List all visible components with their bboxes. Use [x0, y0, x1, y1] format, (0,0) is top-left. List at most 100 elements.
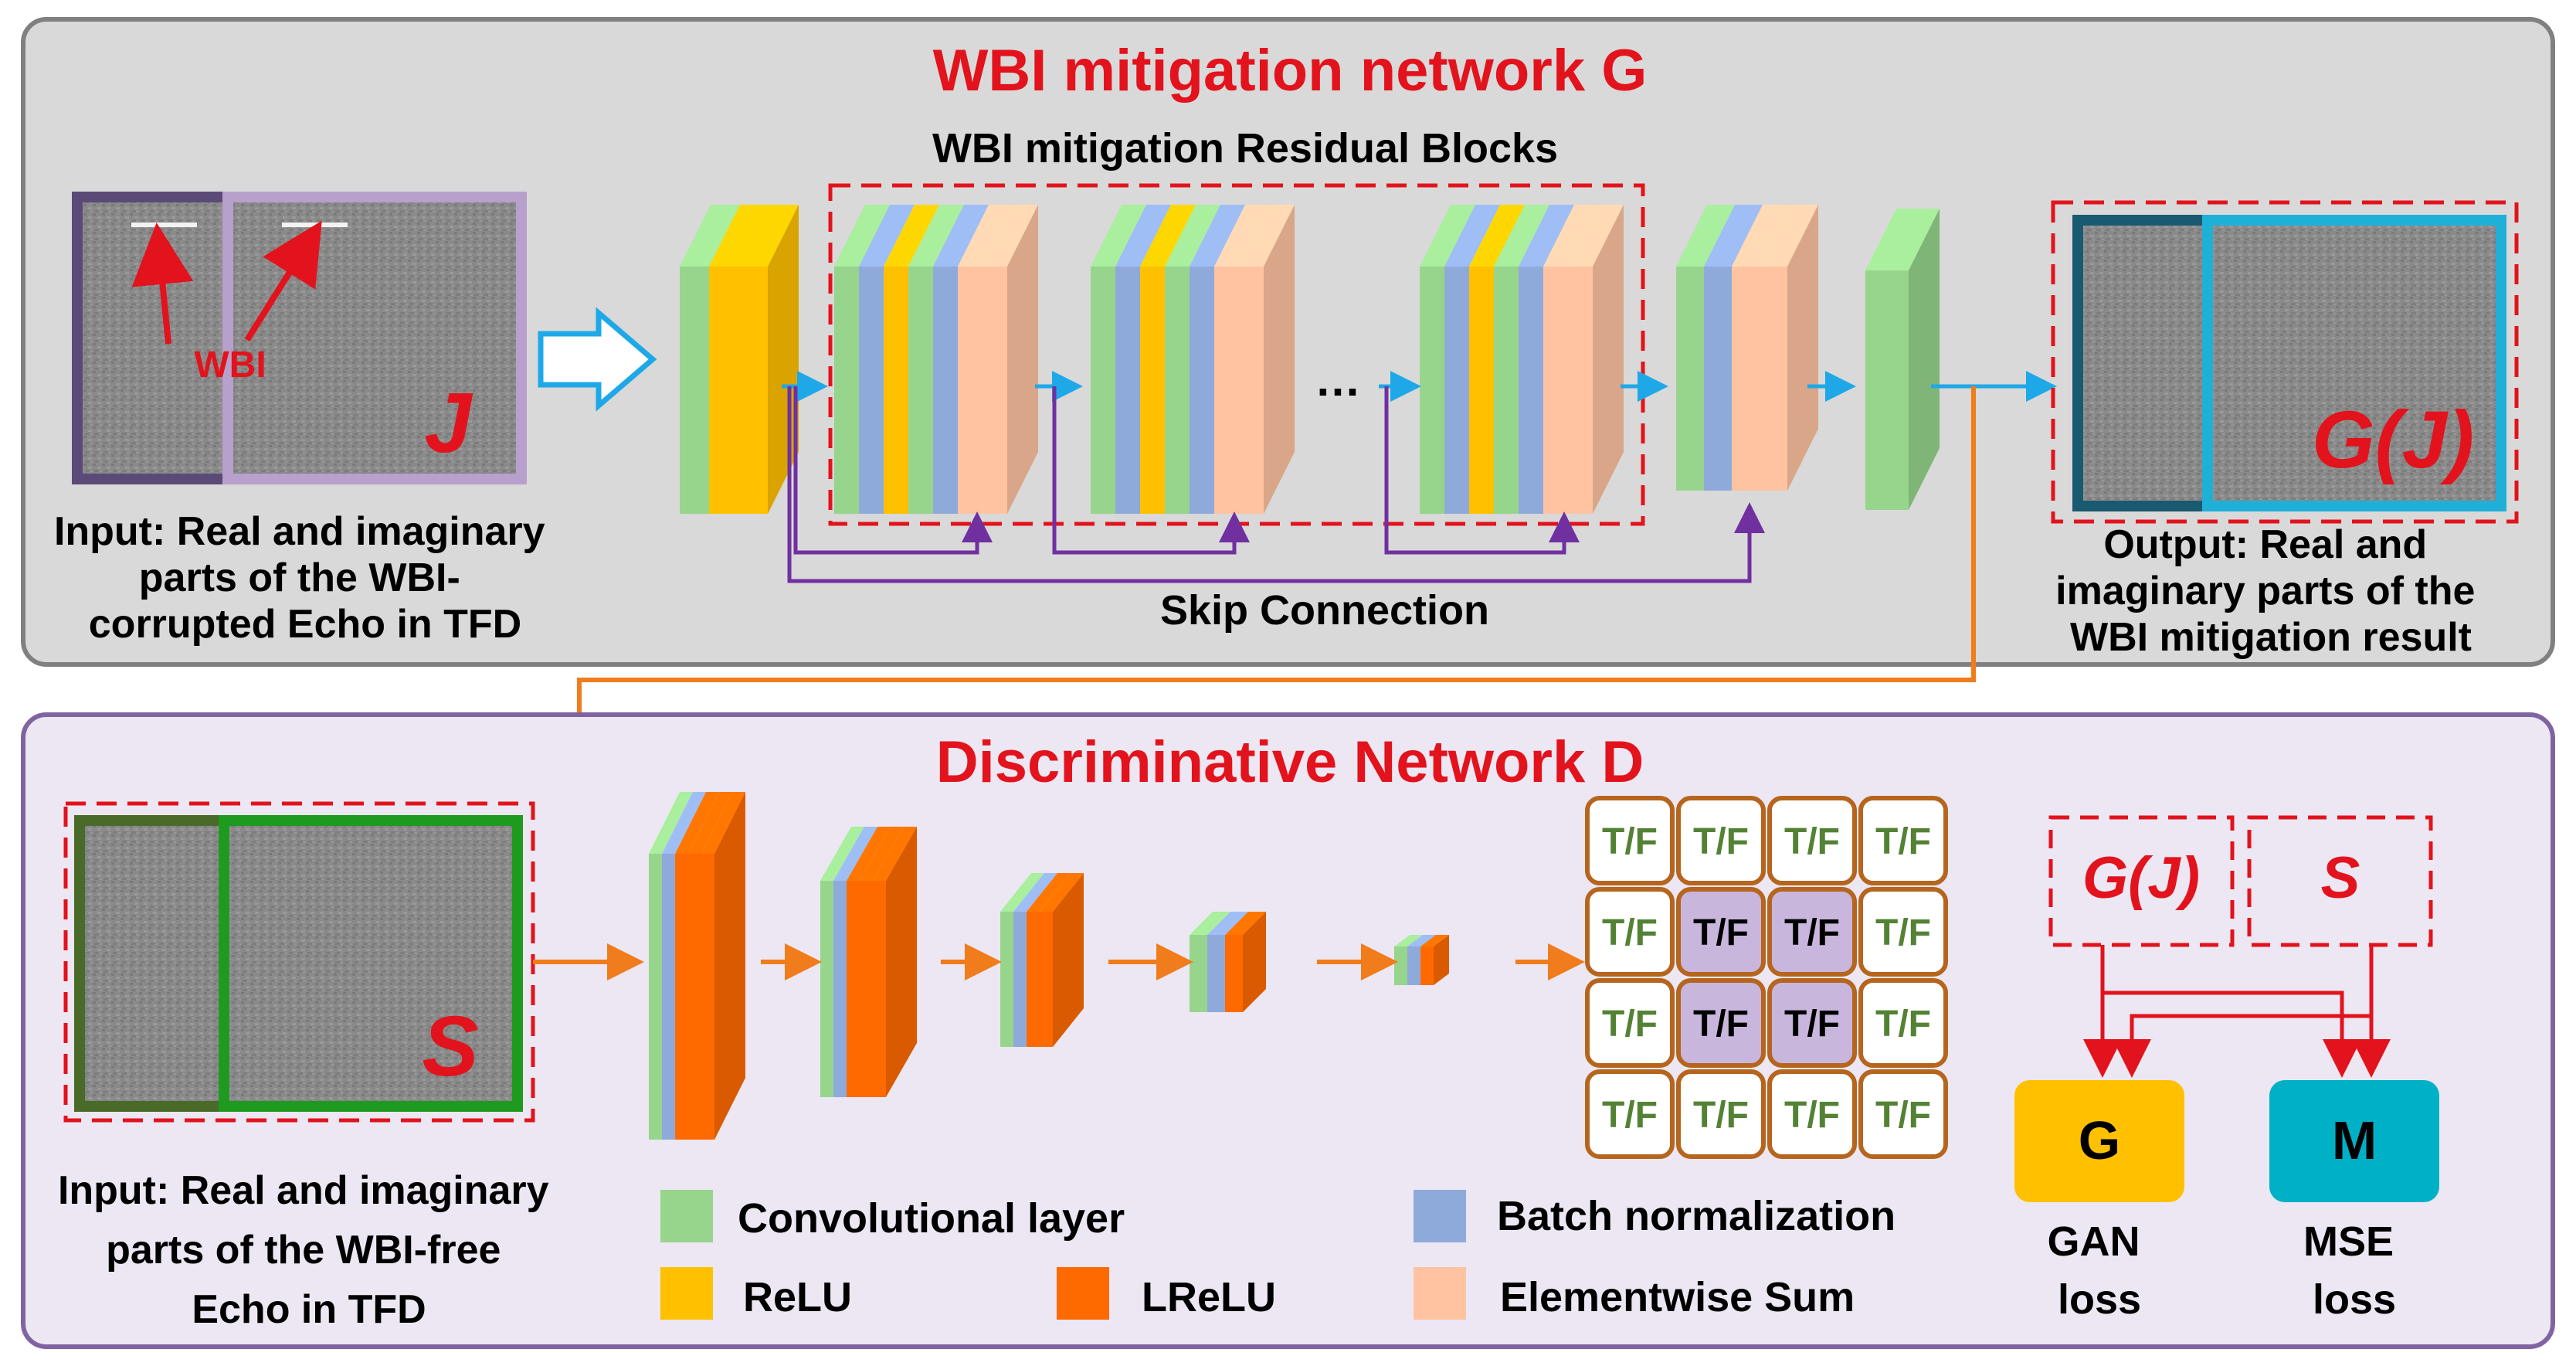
- legend-lrelu-swatch: [1057, 1267, 1109, 1320]
- mse-loss-letter: M: [2332, 1110, 2377, 1171]
- tf-label: T/F: [1875, 821, 1931, 862]
- res-block-1-bn-slab: [933, 205, 989, 514]
- output-gj-image: [2072, 215, 2506, 511]
- loss-gj-label: G(J): [2082, 845, 2200, 911]
- legend-sum-swatch: [1414, 1267, 1466, 1320]
- tf-cell: T/F: [1676, 978, 1766, 1068]
- loss-s-label: S: [2321, 845, 2360, 911]
- input-s-caption: Input: Real and imaginary parts of the W…: [58, 1168, 560, 1332]
- res-block-2-sum-slab: [1239, 205, 1295, 514]
- tf-label: T/F: [1602, 1095, 1658, 1136]
- disc-stack-4-conv-slab: [1190, 912, 1230, 1012]
- residual-blocks-title: WBI mitigation Residual Blocks: [932, 125, 1558, 172]
- tf-cell: T/F: [1767, 796, 1857, 885]
- tf-label: T/F: [1875, 1004, 1931, 1045]
- input-s-symbol: S: [422, 999, 478, 1094]
- tf-label: T/F: [1693, 1004, 1749, 1045]
- res-block-2-bn-slab: [1115, 205, 1171, 514]
- loss-connectors: [2083, 945, 2391, 1078]
- res-block-n-relu-slab: [1469, 205, 1525, 514]
- disc-stack-3-lrelu-slab: [1027, 873, 1071, 1047]
- mse-loss-caption: MSE loss: [2303, 1218, 2405, 1323]
- res-block-2-relu-slab: [1140, 205, 1196, 514]
- legend-bn-label: Batch normalization: [1497, 1193, 1896, 1239]
- tf-label: T/F: [1693, 1095, 1749, 1136]
- output-frame: [2051, 200, 2519, 524]
- output-caption: Output: Real and imaginary parts of the …: [2055, 522, 2486, 660]
- gen-final-conv-conv-slab: [1865, 209, 1918, 510]
- res-block-n-conv-slab: [1420, 205, 1475, 514]
- tf-cell: T/F: [1585, 1069, 1675, 1159]
- disc-stack-1: [649, 792, 745, 1140]
- tf-cell: T/F: [1858, 1069, 1948, 1159]
- res-block-1-conv-slab: [834, 205, 890, 514]
- skip-connections: [787, 386, 1765, 583]
- res-block-1: [834, 205, 1038, 514]
- res-block-1-relu-slab: [884, 205, 939, 514]
- disc-stack-2-lrelu-slab: [847, 827, 891, 1097]
- disc-stack-1-lrelu-slab: [688, 792, 732, 1140]
- tf-cell: T/F: [1767, 1069, 1857, 1159]
- tf-label: T/F: [1875, 912, 1931, 953]
- res-block-2: [1091, 205, 1295, 514]
- disc-stack-5-lrelu-slab: [1420, 935, 1449, 985]
- input-j-caption: Input: Real and imaginary parts of the W…: [54, 509, 556, 647]
- res-block-n-sum-slab: [1543, 205, 1599, 514]
- legend-conv-label: Convolutional layer: [738, 1195, 1125, 1242]
- loss-s-box: [2247, 815, 2433, 947]
- tf-cell: T/F: [1767, 978, 1857, 1068]
- loss-section: G(J) S G M GAN loss MSE loss: [2014, 815, 2439, 1323]
- input-j-image: [72, 192, 527, 484]
- input-j-symbol: J: [424, 375, 473, 471]
- wbi-label: WBI: [194, 345, 266, 386]
- res-block-n-bn-slab: [1519, 205, 1574, 514]
- skip-connection-label: Skip Connection: [1160, 587, 1489, 634]
- disc-stack-4: [1190, 912, 1266, 1012]
- disc-stack-2-bn-slab: [833, 827, 877, 1097]
- discriminator-title: Discriminative Network D: [936, 729, 1644, 795]
- loss-gj-box: [2048, 815, 2235, 947]
- gan-loss-box: [2014, 1080, 2184, 1202]
- gan-loss-letter: G: [2079, 1110, 2120, 1171]
- tf-cell: T/F: [1585, 978, 1675, 1068]
- res-block-1-bn-slab: [859, 205, 915, 514]
- disc-stack-2-conv-slab: [820, 827, 864, 1097]
- res-block-2-conv-slab: [1165, 205, 1220, 514]
- legend: Convolutional layer Batch normalization …: [660, 1190, 1896, 1320]
- disc-stack-5: [1394, 935, 1449, 985]
- gen-final-conv-conv-slab: [1887, 209, 1940, 510]
- legend-bn-swatch: [1414, 1190, 1466, 1242]
- tf-label: T/F: [1784, 821, 1840, 862]
- tf-cell: T/F: [1585, 887, 1675, 977]
- disc-stack-2-lrelu-slab: [873, 827, 917, 1097]
- output-gj-symbol: G(J): [2312, 395, 2474, 485]
- gan-loss-caption: GAN loss: [2047, 1218, 2151, 1323]
- legend-sum-label: Elementwise Sum: [1500, 1274, 1855, 1320]
- gen-first-stack-relu-slab: [709, 205, 769, 514]
- tf-label: T/F: [1693, 912, 1749, 953]
- disc-stack-3-bn-slab: [1013, 873, 1057, 1047]
- tf-label: T/F: [1784, 912, 1840, 953]
- gen-post-stack: [1676, 205, 1818, 491]
- res-block-2-sum-slab: [1214, 205, 1270, 514]
- disc-stack-2: [820, 827, 917, 1097]
- mse-loss-box: [2269, 1080, 2439, 1202]
- tf-label: T/F: [1602, 821, 1658, 862]
- legend-lrelu-label: LReLU: [1142, 1274, 1276, 1320]
- tf-cell: T/F: [1585, 796, 1675, 885]
- disc-stack-3-lrelu-slab: [1040, 873, 1084, 1047]
- gen-first-stack-conv-slab: [680, 205, 740, 514]
- disc-stack-4-bn-slab: [1207, 912, 1248, 1012]
- tf-cell: T/F: [1676, 796, 1766, 885]
- tf-cell: T/F: [1858, 796, 1948, 885]
- gen-post-stack-sum-slab: [1732, 205, 1790, 491]
- generator-title: WBI mitigation network G: [933, 38, 1648, 104]
- input-arrow: [538, 307, 657, 412]
- tf-cell: T/F: [1858, 887, 1948, 977]
- tf-label: T/F: [1784, 1095, 1840, 1136]
- gen-final-conv: [1865, 209, 1940, 510]
- ellipsis: …: [1315, 354, 1361, 406]
- res-block-n-sum-slab: [1568, 205, 1624, 514]
- disc-stack-4-lrelu-slab: [1225, 912, 1266, 1012]
